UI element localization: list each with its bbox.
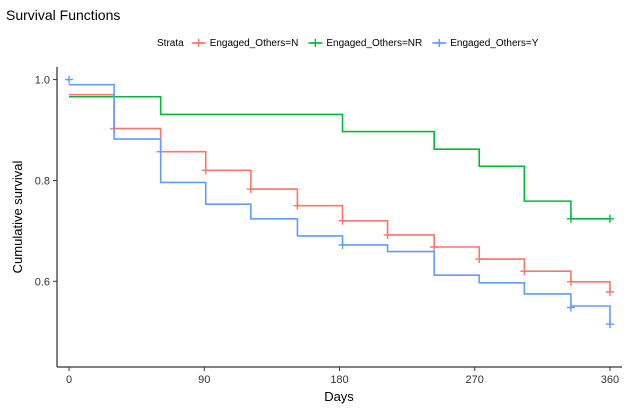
censor-mark — [383, 230, 392, 239]
legend-label: Engaged_Others=Y — [450, 38, 538, 49]
censor-mark — [246, 185, 255, 194]
censor-mark — [338, 240, 347, 249]
legend-item-1: Engaged_Others=NR — [308, 38, 422, 49]
legend-label: Engaged_Others=N — [210, 38, 299, 49]
x-axis-label: Days — [324, 389, 354, 404]
y-tick-label: 0.6 — [35, 276, 50, 288]
x-tick-label: 270 — [466, 374, 484, 386]
legend-key-mark — [435, 39, 444, 47]
censor-mark — [201, 166, 210, 175]
x-tick-label: 0 — [66, 374, 72, 386]
y-axis-label: Cumulative survival — [10, 161, 25, 274]
censor-mark — [605, 214, 614, 223]
legend: Strata Engaged_Others=N Engaged_Others=NR… — [157, 38, 539, 49]
censor-mark — [293, 201, 302, 210]
series-line-2 — [69, 83, 611, 325]
censor-mark — [338, 216, 347, 225]
x-tick-label: 360 — [601, 374, 619, 386]
x-axis-ticks: 0 90 180 270 360 — [66, 367, 619, 386]
censor-mark — [566, 214, 575, 223]
censor-mark — [605, 287, 614, 296]
legend-key-mark — [311, 39, 320, 47]
legend-key-mark — [194, 39, 203, 47]
y-tick-label: 0.8 — [35, 175, 50, 187]
series-line-0 — [69, 93, 611, 292]
legend-item-0: Engaged_Others=N — [191, 38, 299, 49]
censor-mark — [430, 243, 439, 251]
y-tick-label: 1.0 — [35, 75, 50, 87]
plot-area — [65, 75, 614, 329]
censor-mark — [520, 267, 529, 276]
censor-mark — [475, 255, 484, 264]
series-line-1 — [69, 95, 610, 220]
x-tick-label: 90 — [198, 374, 210, 386]
censor-mark — [566, 303, 575, 312]
censor-mark — [65, 75, 74, 84]
legend-title: Strata — [157, 38, 184, 49]
chart-title: Survival Functions — [6, 7, 120, 23]
y-axis-ticks: 0.6 0.8 1.0 — [35, 75, 57, 288]
censor-mark — [566, 277, 575, 286]
legend-label: Engaged_Others=NR — [326, 38, 422, 49]
legend-item-2: Engaged_Others=Y — [432, 38, 539, 49]
x-tick-label: 180 — [330, 374, 348, 386]
censor-mark — [605, 320, 614, 329]
